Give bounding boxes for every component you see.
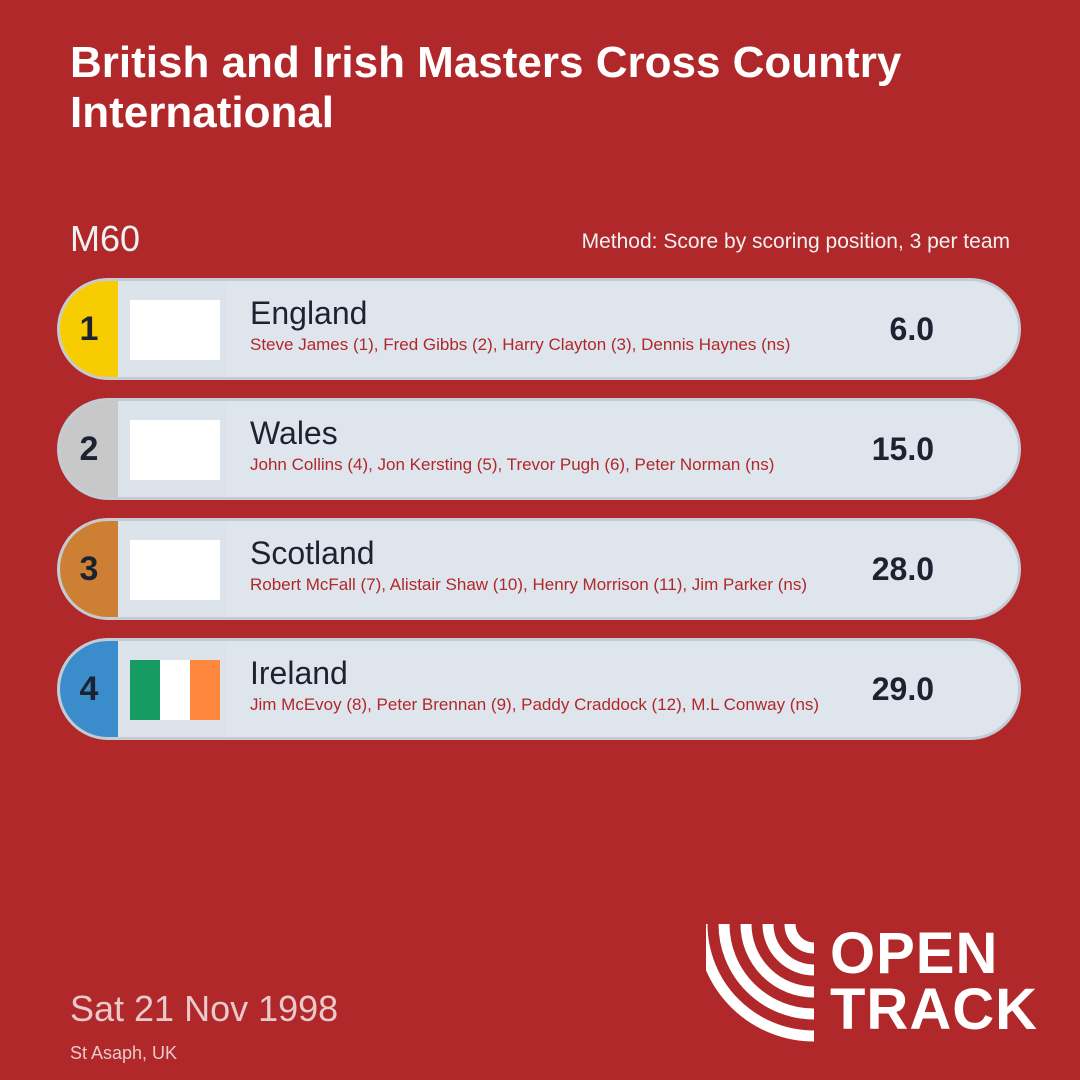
team-members: Robert McFall (7), Alistair Shaw (10), H… xyxy=(250,575,808,594)
team-name: Wales xyxy=(250,415,338,451)
track-lines-icon xyxy=(696,923,815,1044)
flag-icon xyxy=(130,300,220,360)
team-members: Jim McEvoy (8), Peter Brennan (9), Paddy… xyxy=(250,695,820,714)
result-row[interactable]: 3 Scotland Robert McFall (7), Alistair S… xyxy=(57,518,1021,620)
flag-stripe xyxy=(160,660,190,720)
team-name: Ireland xyxy=(250,655,348,691)
team-score: 29.0 xyxy=(871,670,934,707)
team-score: 15.0 xyxy=(871,430,934,467)
flag-icon xyxy=(130,420,220,480)
team-score: 6.0 xyxy=(889,310,934,347)
flag-stripe xyxy=(190,660,220,720)
rank-badge: 4 xyxy=(60,641,118,737)
scoring-method: Method: Score by scoring position, 3 per… xyxy=(581,230,1010,253)
event-venue: St Asaph, UK xyxy=(70,1043,178,1063)
result-row[interactable]: 2 Wales John Collins (4), Jon Kersting (… xyxy=(57,398,1021,500)
rank-badge: 2 xyxy=(60,401,118,497)
opentrack-logo: OPEN TRACK xyxy=(694,921,1044,1044)
logo-word-open: OPEN xyxy=(830,921,999,986)
team-name: Scotland xyxy=(250,535,375,571)
flag-icon xyxy=(130,660,220,720)
team-name: England xyxy=(250,295,368,331)
results-list: 1 England Steve James (1), Fred Gibbs (2… xyxy=(57,278,1021,758)
logo-word-track: TRACK xyxy=(830,977,1038,1042)
team-score: 28.0 xyxy=(871,550,934,587)
flag-icon xyxy=(130,540,220,600)
rank-badge: 3 xyxy=(60,521,118,617)
result-row[interactable]: 1 England Steve James (1), Fred Gibbs (2… xyxy=(57,278,1021,380)
rank-badge: 1 xyxy=(60,281,118,377)
flag-stripe xyxy=(130,660,160,720)
team-members: John Collins (4), Jon Kersting (5), Trev… xyxy=(250,455,775,474)
page-title: British and Irish Masters Cross Country … xyxy=(70,38,902,137)
result-row[interactable]: 4 Ireland Jim McEvoy (8), Peter Brennan … xyxy=(57,638,1021,740)
event-date: Sat 21 Nov 1998 xyxy=(70,988,339,1029)
team-members: Steve James (1), Fred Gibbs (2), Harry C… xyxy=(250,335,791,354)
age-category: M60 xyxy=(70,218,141,259)
